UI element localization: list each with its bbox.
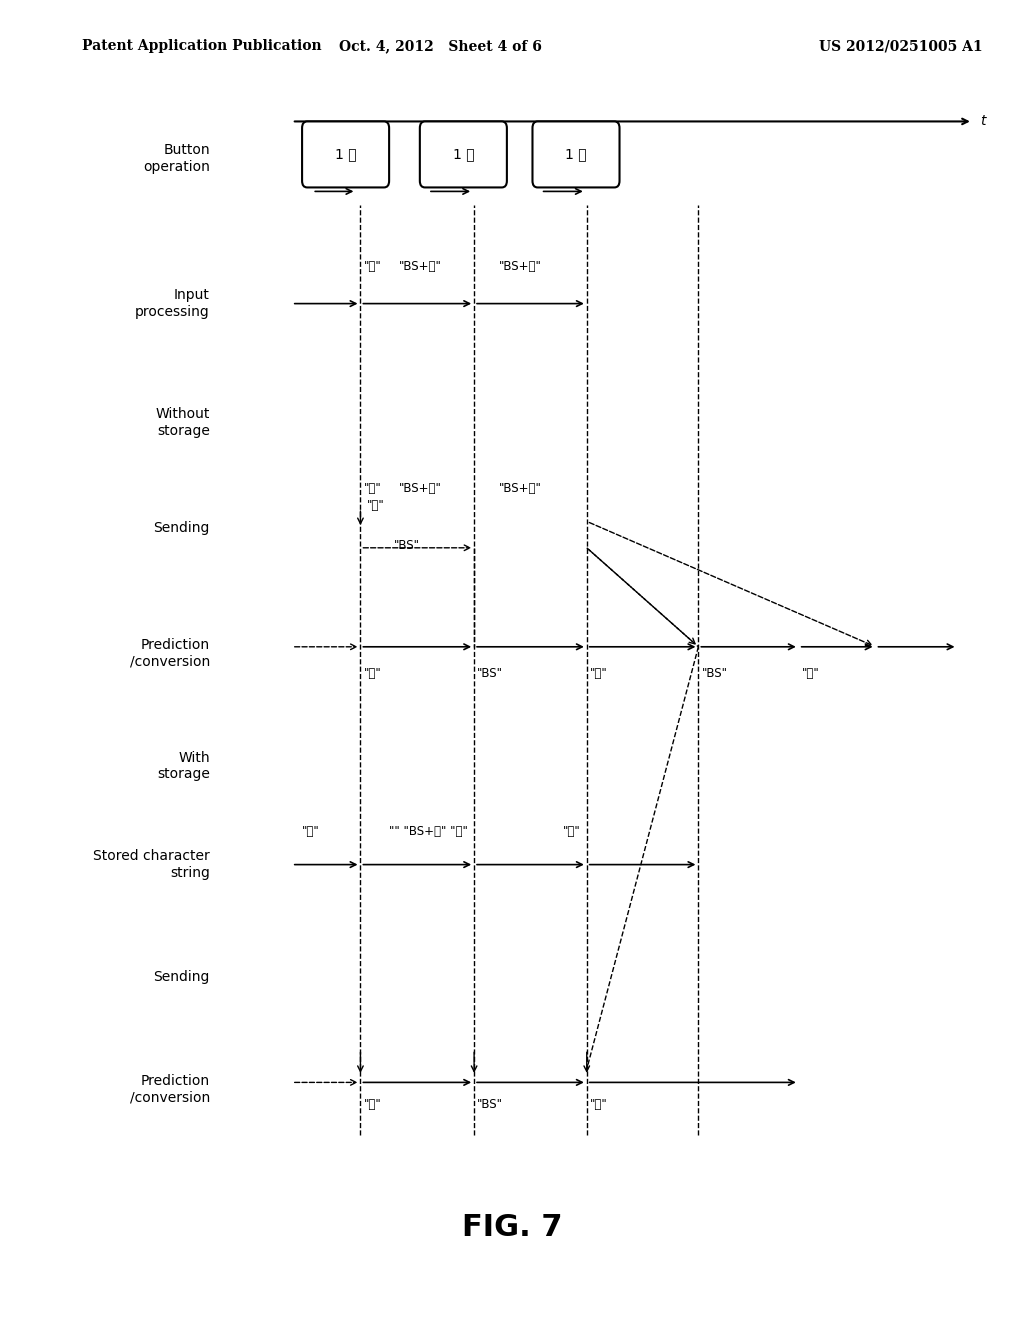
Text: Sending: Sending [154, 521, 210, 535]
Text: "あ": "あ" [364, 260, 381, 273]
Text: FIG. 7: FIG. 7 [462, 1213, 562, 1242]
Text: "あ": "あ" [364, 1098, 381, 1111]
Text: "BS": "BS" [701, 667, 727, 680]
Text: "" "BS+い" "い": "" "BS+い" "い" [389, 825, 468, 838]
Text: With
storage: With storage [157, 751, 210, 780]
FancyBboxPatch shape [532, 121, 620, 187]
Text: t: t [980, 115, 985, 128]
Text: "あ": "あ" [364, 482, 381, 495]
Text: "BS+い": "BS+い" [399, 260, 442, 273]
Text: "BS": "BS" [477, 1098, 503, 1111]
Text: US 2012/0251005 A1: US 2012/0251005 A1 [819, 40, 983, 53]
Text: 1 あ: 1 あ [565, 148, 587, 161]
Text: "う": "う" [590, 1098, 607, 1111]
Text: 1 あ: 1 あ [453, 148, 474, 161]
FancyBboxPatch shape [420, 121, 507, 187]
Text: Prediction
/conversion: Prediction /conversion [130, 639, 210, 668]
FancyBboxPatch shape [302, 121, 389, 187]
Text: "い": "い" [590, 667, 607, 680]
Text: 1 あ: 1 あ [335, 148, 356, 161]
Text: "BS+う": "BS+う" [499, 482, 542, 495]
Text: Patent Application Publication: Patent Application Publication [82, 40, 322, 53]
Text: "BS+い": "BS+い" [399, 482, 442, 495]
Text: "BS": "BS" [394, 539, 420, 552]
Text: Oct. 4, 2012   Sheet 4 of 6: Oct. 4, 2012 Sheet 4 of 6 [339, 40, 542, 53]
Text: Prediction
/conversion: Prediction /conversion [130, 1074, 210, 1104]
Text: Input
processing: Input processing [135, 289, 210, 318]
Text: Without
storage: Without storage [156, 408, 210, 437]
Text: Sending: Sending [154, 970, 210, 983]
Text: "BS": "BS" [477, 667, 503, 680]
Text: "あ": "あ" [302, 825, 319, 838]
Text: "あ": "あ" [364, 667, 381, 680]
Text: Button
operation: Button operation [143, 144, 210, 173]
Text: "あ": "あ" [367, 499, 384, 512]
Text: "う": "う" [802, 667, 819, 680]
Text: "う": "う" [563, 825, 581, 838]
Text: "BS+う": "BS+う" [499, 260, 542, 273]
Text: Stored character
string: Stored character string [93, 850, 210, 879]
